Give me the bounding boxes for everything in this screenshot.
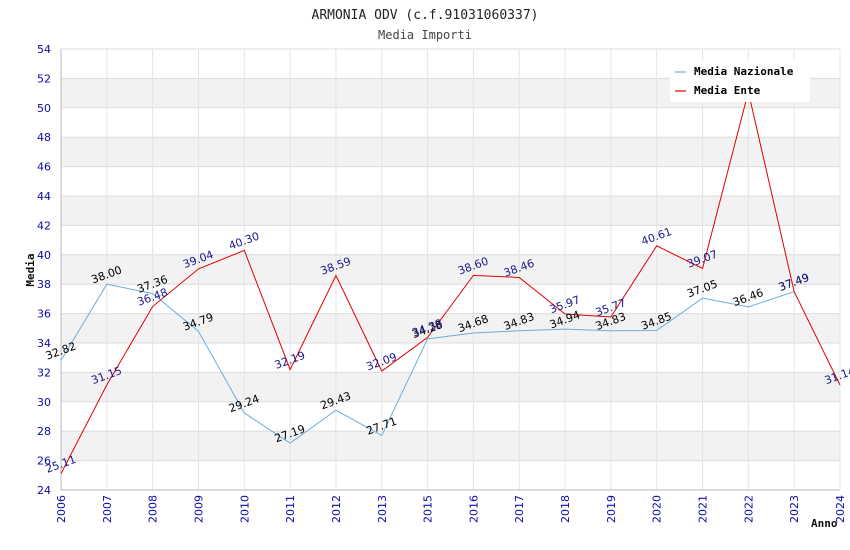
x-tick-label: 2018	[559, 495, 572, 523]
y-tick-label: 38	[37, 278, 51, 291]
plot-band	[61, 401, 840, 432]
y-tick-label: 42	[37, 219, 51, 232]
y-tick-label: 32	[37, 366, 51, 379]
y-tick-label: 30	[37, 396, 51, 409]
series-lines	[60, 91, 841, 474]
x-tick-label: 2016	[467, 495, 480, 523]
legend-label-media-nazionale: Media Nazionale	[694, 65, 794, 78]
plot-band	[61, 254, 840, 285]
x-tick-label: 2024	[834, 495, 847, 523]
y-tick-label: 34	[37, 337, 51, 350]
plot-background-bands	[61, 49, 840, 490]
x-tick-label: 2013	[376, 495, 389, 523]
y-tick-labels: 24 26 28 30 32 34 36 38 40 42 44 46 48 50 52 54	[37, 43, 51, 497]
y-tick-label: 24	[37, 484, 51, 497]
x-tick-label: 2020	[651, 495, 664, 523]
plot-band	[61, 137, 840, 167]
axes	[60, 49, 840, 491]
plot-band	[61, 431, 840, 461]
x-tick-label: 2019	[605, 495, 618, 523]
chart-subtitle: Media Importi	[378, 28, 472, 42]
y-tick-label: 36	[37, 308, 51, 321]
plot-band	[61, 343, 840, 373]
y-axis-label: Media	[24, 253, 37, 286]
plot-band	[61, 372, 840, 402]
x-tick-label: 2010	[238, 495, 251, 523]
x-tick-label: 2023	[788, 495, 801, 523]
series-line-media-nazionale	[60, 283, 795, 444]
plot-band	[61, 313, 840, 343]
y-tick-label: 48	[37, 131, 51, 144]
y-tick-label: 40	[37, 249, 51, 262]
x-tick-label: 2006	[55, 495, 68, 523]
series-line-media-ente	[60, 91, 841, 474]
plot-band	[61, 225, 840, 255]
x-tick-label: 2009	[192, 495, 205, 523]
y-tick-label: 50	[37, 102, 51, 115]
legend-box	[670, 60, 810, 102]
y-tick-label: 28	[37, 425, 51, 438]
x-tick-label: 2007	[101, 495, 114, 523]
plot-band	[61, 107, 840, 138]
chart-title: ARMONIA ODV (c.f.91031060337)	[312, 8, 539, 23]
plot-band	[61, 196, 840, 226]
x-tick-label: 2011	[284, 495, 297, 523]
x-axis-label: Anno	[811, 517, 838, 530]
x-tick-label: 2017	[513, 495, 526, 523]
y-tick-label: 26	[37, 455, 51, 468]
x-tick-label: 2012	[330, 495, 343, 523]
plot-band	[61, 284, 840, 314]
x-tick-label: 2022	[742, 495, 755, 523]
x-tick-labels: 2006 2007 2008 2009 2010 2011 2012 2013 2015 2016…	[55, 495, 847, 523]
legend: Media Nazionale Media Ente	[670, 60, 810, 102]
x-tick-label: 2015	[422, 495, 435, 523]
y-tick-label: 54	[37, 43, 51, 56]
y-tick-label: 46	[37, 161, 51, 174]
plot-band	[61, 460, 840, 490]
y-tick-label: 44	[37, 190, 51, 203]
legend-label-media-ente: Media Ente	[694, 84, 761, 97]
plot-band	[61, 166, 840, 196]
x-tick-label: 2008	[147, 495, 160, 523]
x-tick-label: 2021	[697, 495, 710, 523]
y-tick-label: 52	[37, 72, 51, 85]
